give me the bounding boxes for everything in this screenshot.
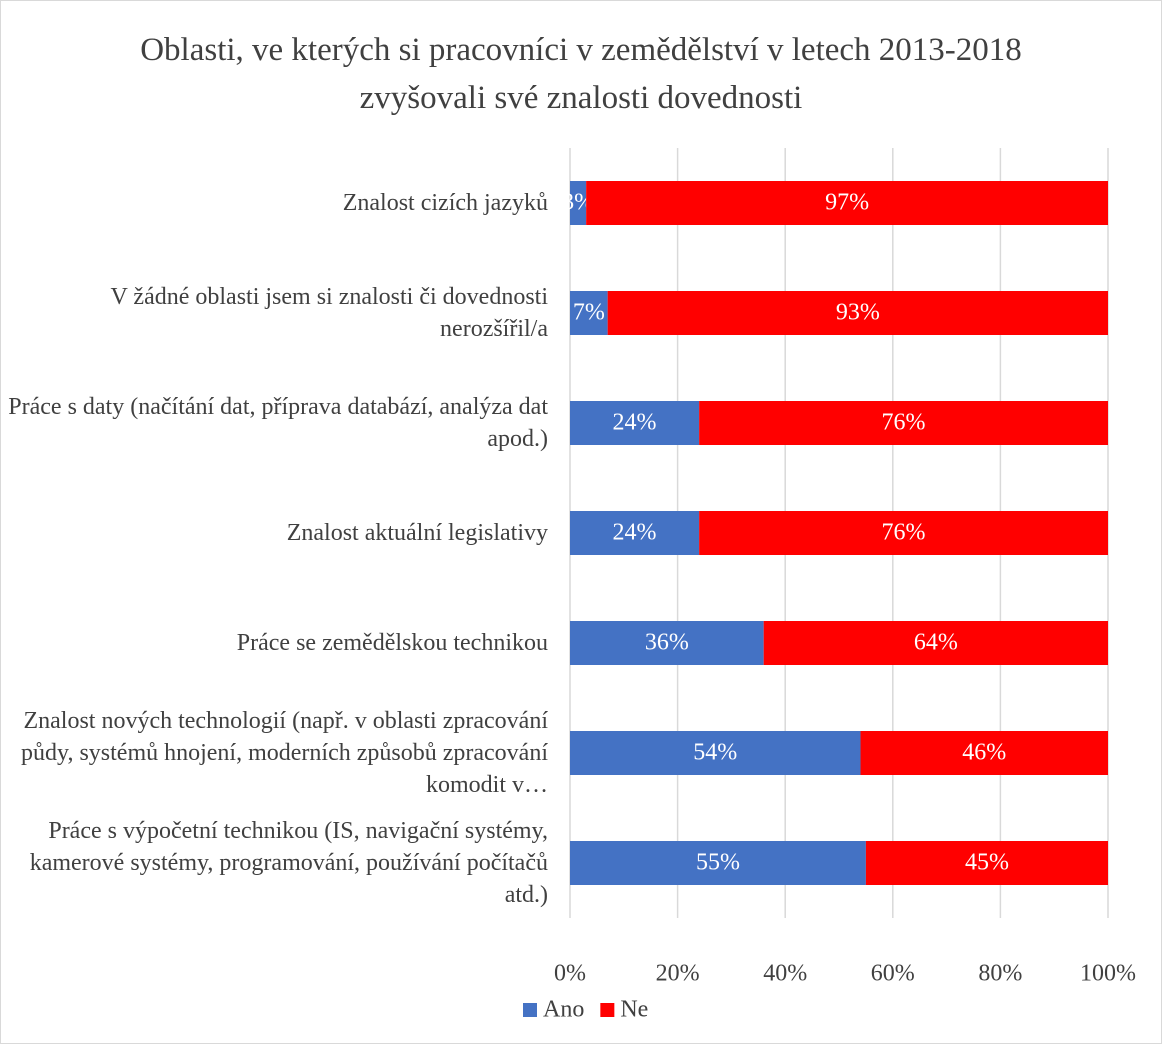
bar-segment [699,511,1108,555]
data-label: 45% [965,850,1009,876]
chart-title: Oblasti, ve kterých si pracovníci v země… [140,32,1022,116]
legend-swatch [523,1003,537,1017]
bar-segment [865,841,1108,885]
x-tick-label: 20% [656,961,700,987]
y-tick-label: Práce s výpočetní technikou (IS, navigač… [29,818,548,908]
bar-segment [570,401,700,445]
data-label: 7% [573,300,605,326]
y-tick-label: Práce se zemědělskou technikou [236,630,548,656]
y-tick-label: Práce s daty (načítání dat, příprava dat… [8,394,548,452]
y-tick-label: V žádné oblasti jsem si znalosti či dove… [110,284,548,342]
x-tick-label: 80% [978,961,1022,987]
data-label: 64% [914,630,958,656]
data-label: 55% [696,850,740,876]
y-tick-label: Znalost nových technologií (např. v obla… [21,708,548,798]
bar-segment [570,181,587,225]
data-label: 97% [825,190,869,216]
data-label: 24% [613,410,657,436]
legend-swatch [600,1003,615,1017]
bar-segment [763,621,1108,665]
legend-label: Ne [620,997,648,1023]
x-tick-label: 40% [763,961,807,987]
x-tick-label: 60% [871,961,915,987]
legend-label: Ano [543,997,584,1023]
data-label: 76% [882,520,926,546]
data-label: 36% [645,630,689,656]
x-tick-label: 0% [554,961,586,987]
data-label: 76% [882,410,926,436]
data-label: 93% [836,300,880,326]
bar-segment [570,291,608,335]
bar-segment [570,511,700,555]
data-label: 54% [693,740,737,766]
bar-segment [860,731,1108,775]
x-tick-label: 100% [1080,961,1136,987]
data-label: 46% [962,740,1006,766]
y-tick-label: Znalost aktuální legislativy [286,520,548,546]
bar-segment [607,291,1108,335]
data-label: 24% [613,520,657,546]
bar-segment [570,621,764,665]
bar-segment [570,841,866,885]
bar-segment [699,401,1108,445]
y-tick-label: Znalost cizích jazyků [342,190,548,216]
bar-segment [586,181,1108,225]
bar-segment [570,731,861,775]
